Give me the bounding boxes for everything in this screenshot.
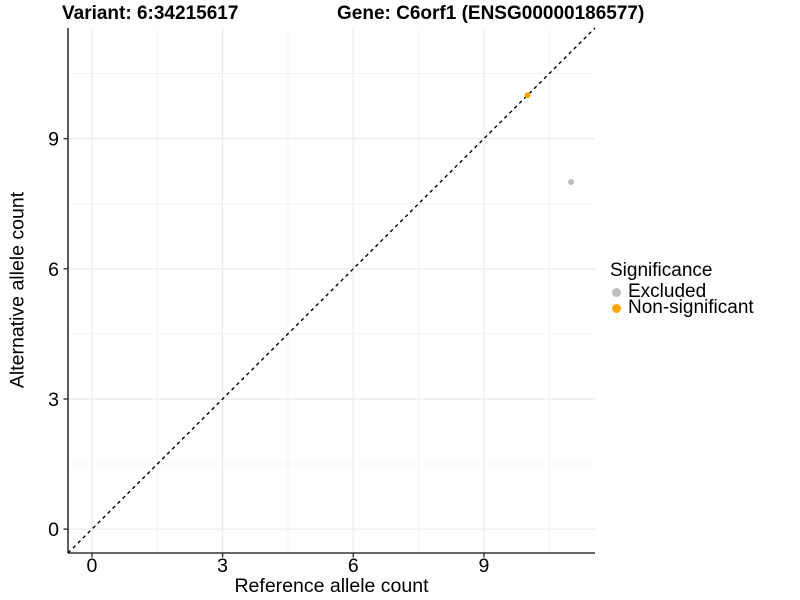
legend: Significance Excluded Non-significant bbox=[610, 260, 754, 318]
legend-item-label: Non-significant bbox=[628, 297, 754, 318]
plot-title-variant: Variant: 6:34215617 bbox=[62, 3, 239, 24]
data-point-non-significant bbox=[524, 92, 531, 99]
y-tick-label: 6 bbox=[48, 259, 59, 281]
plot-title-gene: Gene: C6orf1 (ENSG00000186577) bbox=[337, 3, 645, 24]
data-point-excluded bbox=[568, 179, 575, 186]
y-tick-label: 0 bbox=[48, 519, 59, 541]
legend-title: Significance bbox=[610, 260, 713, 281]
y-tick-label: 3 bbox=[48, 389, 59, 411]
x-tick-label: 0 bbox=[87, 555, 98, 577]
legend-item-excluded: Excluded bbox=[610, 281, 754, 302]
legend-item-label: Excluded bbox=[628, 281, 707, 302]
identity-reference-line bbox=[67, 27, 596, 554]
legend-dot-icon bbox=[612, 287, 621, 297]
legend-item-non-significant: Non-significant bbox=[610, 297, 754, 318]
y-tick-label: 9 bbox=[48, 129, 59, 151]
x-tick-label: 6 bbox=[348, 555, 359, 577]
legend-items: Excluded Non-significant bbox=[610, 281, 754, 318]
legend-dot-icon bbox=[612, 303, 621, 313]
x-tick-label: 3 bbox=[217, 555, 228, 577]
y-axis-title: Alternative allele count bbox=[6, 191, 29, 389]
x-tick-label: 9 bbox=[479, 555, 490, 577]
x-axis-title: Reference allele count bbox=[234, 575, 429, 597]
